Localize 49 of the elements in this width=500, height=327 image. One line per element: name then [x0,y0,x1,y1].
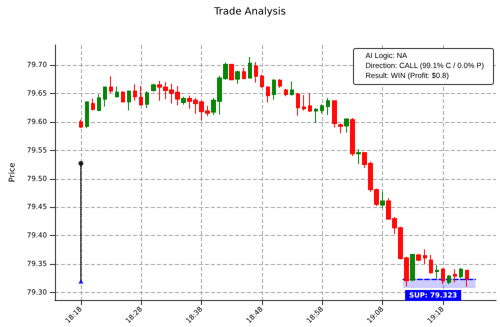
candlestick [242,67,246,80]
candlestick [447,274,451,285]
candlestick [151,83,156,92]
candlestick [139,85,143,106]
candlestick [350,117,355,156]
candlestick [441,268,445,285]
candlestick [121,90,125,103]
candlestick [326,97,330,116]
candlestick [320,104,324,114]
chart-title: Trade Analysis [213,6,286,18]
candlestick [248,56,252,80]
candlestick [332,100,337,128]
candlestick [344,118,349,134]
candlestick [284,88,288,97]
candlestick [91,98,95,111]
candlestick [278,78,282,88]
candlestick [459,268,463,279]
candlestick [145,90,149,109]
candlestick [314,108,318,124]
candlestick [423,248,427,265]
candlestick [302,94,306,111]
candlestick [235,70,240,84]
candlestick [338,123,343,134]
candlestick [290,80,294,96]
candlestick [103,86,107,107]
candlestick [465,269,469,288]
candlestick [181,96,186,106]
candlestick [296,92,300,116]
candlestick [429,254,433,274]
candlestick [260,74,264,88]
candlestick [79,119,83,129]
candlestick [416,253,421,262]
candlestick [254,62,258,84]
candlestick [356,148,361,164]
candlestick [97,94,101,112]
candlestick [272,78,276,100]
candlestick [410,253,415,282]
candlestick [115,86,119,98]
candlestick [453,268,457,283]
y-axis-title: Price [8,162,16,182]
candlestick [109,76,113,94]
candlestick [308,92,312,113]
candlestick [127,90,131,111]
candlestick [266,85,270,103]
candlestick [85,100,89,129]
candlestick [133,84,137,102]
candlestick [380,191,385,209]
candlestick [435,264,439,279]
candlestick [229,64,234,81]
